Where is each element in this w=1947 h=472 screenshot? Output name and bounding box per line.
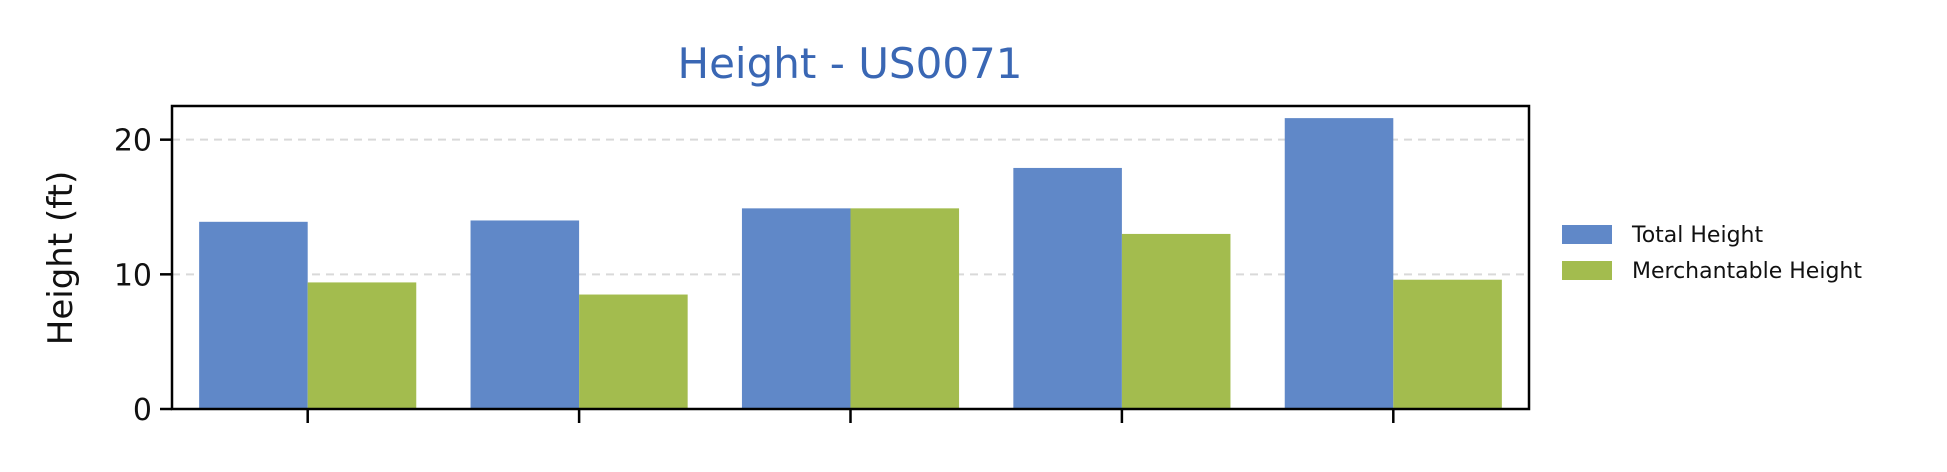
bar-total-height <box>199 221 308 409</box>
bar-merchantable-height <box>850 208 960 409</box>
bars <box>199 118 1502 410</box>
bar-merchantable-height <box>1121 233 1231 409</box>
legend-swatch <box>1562 225 1612 244</box>
y-axis: 0 10 20 <box>114 124 172 428</box>
bar-total-height <box>470 220 580 409</box>
bar-total-height <box>741 208 851 409</box>
bar-merchantable-height <box>307 282 417 409</box>
legend-swatch <box>1562 261 1612 280</box>
legend-label: Total Height <box>1631 223 1763 248</box>
chart-title: Height - US0071 <box>678 39 1023 88</box>
bar-merchantable-height <box>1393 279 1502 409</box>
bar-total-height <box>1284 118 1394 410</box>
bar-merchantable-height <box>579 294 688 409</box>
legend: Total Height Merchantable Height <box>1562 223 1862 284</box>
legend-label: Merchantable Height <box>1632 259 1862 284</box>
y-tick-label: 20 <box>114 124 152 159</box>
bar-total-height <box>1013 167 1122 409</box>
x-axis <box>306 409 1395 423</box>
y-tick-label: 10 <box>114 258 152 293</box>
y-tick-label: 0 <box>133 393 152 428</box>
y-axis-label: Height (ft) <box>41 171 81 345</box>
